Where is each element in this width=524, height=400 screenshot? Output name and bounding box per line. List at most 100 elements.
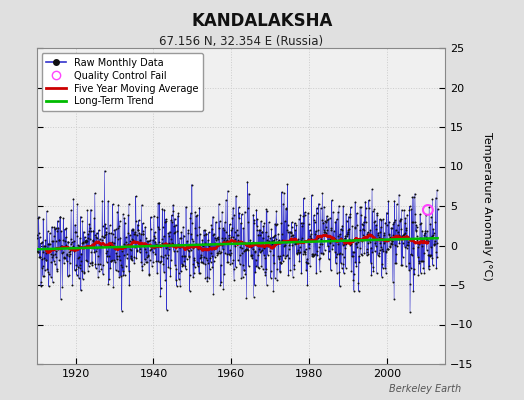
Point — [315, 267, 324, 274]
Point — [351, 199, 359, 205]
Point — [159, 233, 168, 239]
Point — [170, 230, 179, 236]
Point — [95, 240, 104, 247]
Point — [94, 227, 103, 233]
Point — [67, 207, 75, 213]
Point — [160, 269, 168, 275]
Point — [234, 232, 243, 238]
Point — [66, 247, 74, 254]
Point — [369, 264, 377, 270]
Point — [416, 220, 424, 227]
Point — [355, 288, 363, 294]
Point — [219, 285, 227, 292]
Point — [367, 244, 375, 251]
Point — [396, 235, 404, 241]
Point — [152, 241, 160, 247]
Point — [127, 247, 135, 254]
Point — [179, 244, 187, 250]
Point — [334, 241, 343, 248]
Point — [216, 262, 225, 268]
Point — [290, 235, 298, 242]
Point — [88, 259, 96, 265]
Point — [66, 260, 74, 266]
Point — [198, 237, 206, 243]
Point — [415, 260, 423, 267]
Point — [381, 219, 389, 226]
Point — [313, 248, 322, 254]
Point — [254, 252, 263, 258]
Point — [337, 251, 346, 257]
Point — [213, 250, 222, 257]
Point — [60, 260, 68, 266]
Point — [170, 215, 179, 222]
Point — [147, 246, 156, 252]
Point — [402, 244, 411, 251]
Point — [157, 285, 165, 291]
Point — [97, 242, 105, 249]
Point — [330, 234, 338, 241]
Point — [127, 255, 136, 261]
Point — [58, 242, 66, 249]
Point — [213, 251, 221, 258]
Point — [431, 241, 439, 248]
Point — [37, 279, 46, 285]
Point — [258, 247, 267, 254]
Point — [265, 238, 274, 244]
Point — [236, 240, 245, 247]
Point — [152, 258, 161, 264]
Point — [297, 270, 305, 276]
Point — [330, 236, 339, 242]
Point — [302, 258, 311, 265]
Point — [273, 266, 281, 272]
Point — [106, 242, 114, 249]
Point — [120, 241, 128, 247]
Point — [85, 228, 93, 235]
Point — [160, 219, 169, 226]
Point — [59, 215, 68, 222]
Point — [144, 252, 152, 258]
Point — [303, 282, 312, 288]
Point — [332, 237, 340, 244]
Point — [216, 250, 224, 256]
Point — [238, 261, 247, 268]
Point — [384, 246, 392, 252]
Point — [275, 253, 283, 259]
Point — [378, 261, 387, 268]
Point — [321, 224, 330, 230]
Point — [333, 232, 342, 239]
Point — [394, 236, 402, 242]
Point — [47, 254, 56, 260]
Point — [290, 266, 298, 272]
Point — [285, 246, 293, 252]
Point — [421, 239, 429, 245]
Point — [335, 283, 344, 290]
Point — [89, 228, 97, 234]
Point — [228, 224, 236, 231]
Point — [210, 230, 218, 237]
Point — [34, 249, 42, 256]
Point — [346, 211, 354, 218]
Point — [46, 241, 54, 248]
Point — [220, 237, 228, 243]
Point — [409, 245, 417, 251]
Point — [162, 245, 170, 251]
Point — [39, 249, 48, 256]
Point — [310, 252, 319, 258]
Point — [314, 227, 323, 234]
Point — [153, 214, 161, 220]
Point — [346, 204, 355, 210]
Point — [183, 238, 191, 244]
Point — [99, 271, 107, 277]
Point — [242, 247, 250, 253]
Point — [364, 229, 372, 235]
Point — [174, 241, 182, 247]
Point — [129, 231, 138, 237]
Point — [36, 240, 45, 246]
Point — [332, 260, 340, 266]
Point — [425, 252, 434, 258]
Point — [399, 232, 407, 239]
Point — [155, 200, 163, 206]
Point — [330, 228, 339, 234]
Point — [386, 244, 394, 250]
Point — [374, 234, 383, 240]
